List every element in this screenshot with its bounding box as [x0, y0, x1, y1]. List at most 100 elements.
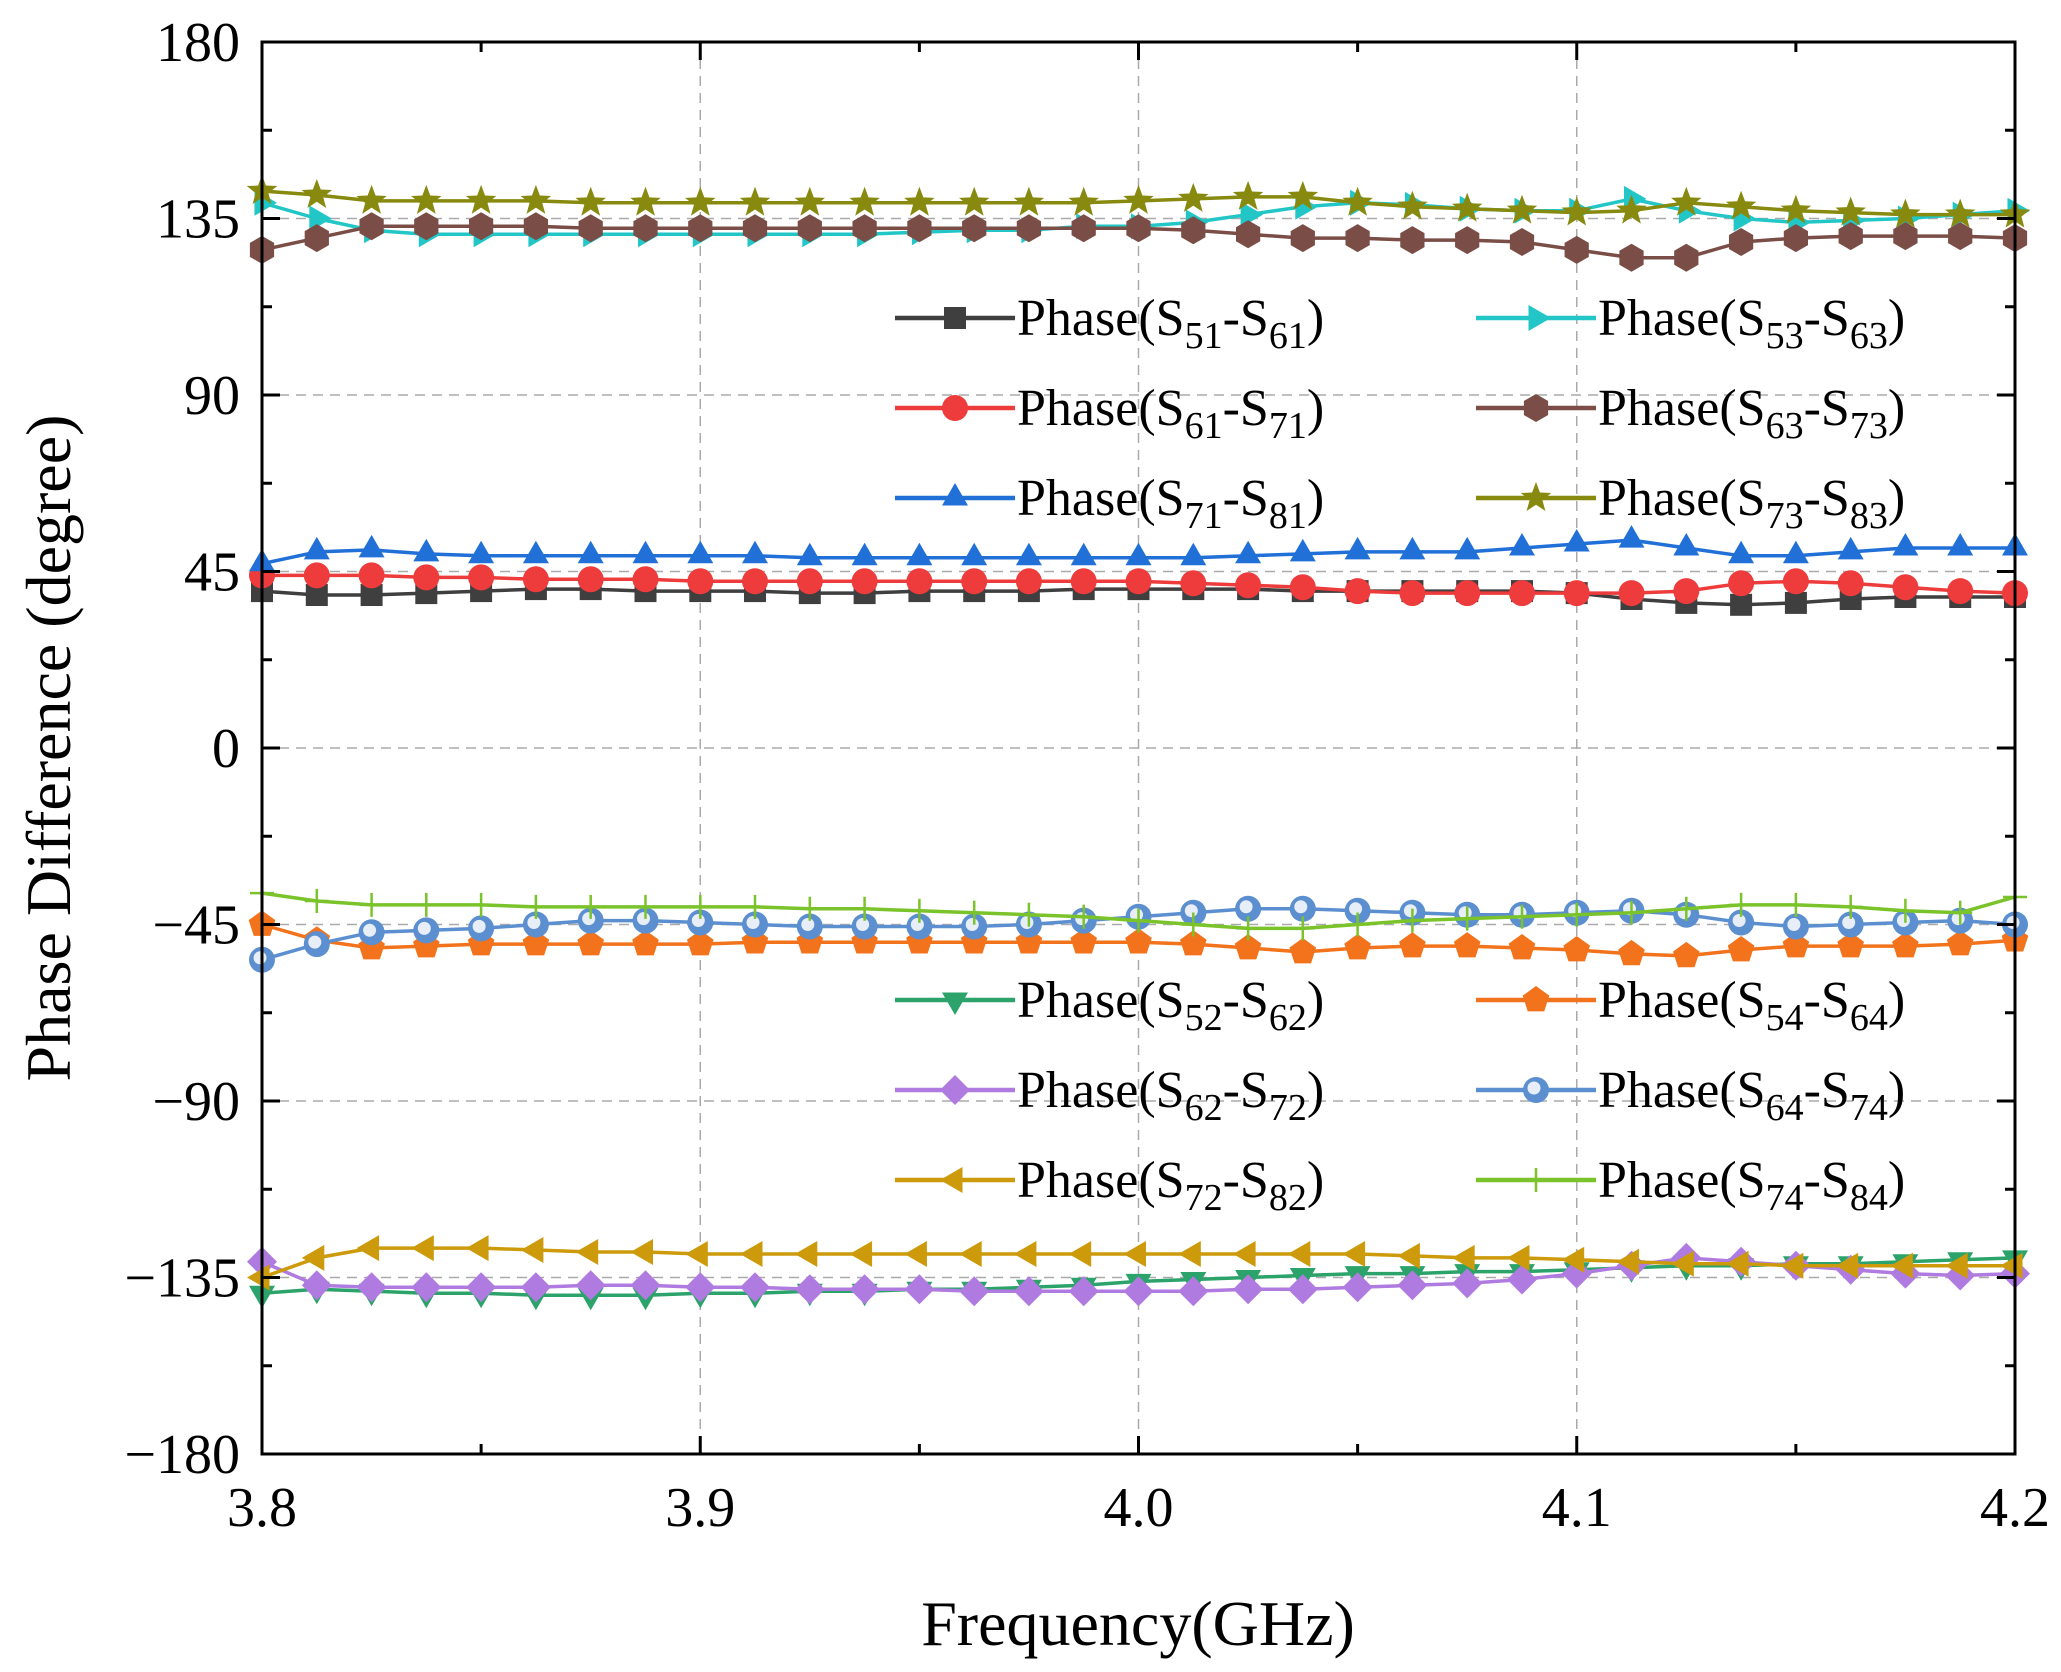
data-point-63-73: [1181, 216, 1206, 245]
data-point-54-64: [1453, 932, 1481, 958]
legend-swatch-marker: [942, 395, 968, 421]
data-point-71-81: [1563, 529, 1590, 552]
data-point-51-61: [1730, 593, 1753, 616]
data-point-54-64: [1618, 939, 1645, 966]
data-point-63-73: [1564, 235, 1589, 264]
data-point-73-83: [1725, 190, 1757, 220]
data-point-71-81: [1070, 542, 1097, 566]
legend-swatch-marker: [1523, 1077, 1549, 1103]
data-point-63-73: [1345, 224, 1370, 253]
data-point-61-71: [687, 568, 714, 595]
data-point-54-64: [577, 930, 605, 956]
data-point-74-84: [1455, 906, 1480, 931]
legend-label: Phase(S72-S82): [1017, 1152, 1324, 1219]
data-point-62-72: [1068, 1276, 1099, 1307]
data-point-61-71: [1235, 572, 1262, 599]
data-point-62-72: [575, 1270, 606, 1301]
data-point-62-72: [1342, 1272, 1373, 1303]
data-point-63-73: [304, 224, 329, 253]
series-63-73: [249, 212, 2028, 272]
data-point-62-72: [685, 1272, 716, 1303]
legend-item-73-83: Phase(S73-S83): [1476, 470, 1905, 537]
data-point-72-82: [849, 1241, 873, 1267]
data-point-61-71: [851, 568, 878, 595]
data-point-62-72: [411, 1272, 442, 1303]
data-point-63-73: [359, 212, 384, 241]
data-point-62-72: [1507, 1264, 1537, 1295]
data-point-61-71: [1782, 568, 1809, 595]
data-point-73-83: [1178, 182, 1209, 212]
data-point-72-82: [1835, 1252, 1859, 1279]
data-point-64-74: [742, 911, 768, 938]
data-point-72-82: [1068, 1241, 1092, 1267]
legend-item-64-74: Phase(S64-S74): [1476, 1062, 1905, 1129]
data-point-63-73: [1290, 224, 1315, 253]
data-point-72-82: [1616, 1248, 1639, 1275]
data-point-74-84: [1071, 904, 1096, 929]
data-point-61-71: [1070, 568, 1097, 595]
data-point-63-73: [742, 214, 768, 243]
data-point-62-72: [1178, 1276, 1209, 1307]
data-point-72-82: [959, 1241, 982, 1267]
data-point-73-83: [1397, 190, 1428, 220]
data-point-63-73: [962, 214, 987, 243]
legend-item-72-82: Phase(S72-S82): [895, 1152, 1324, 1219]
legend-label: Phase(S64-S74): [1598, 1062, 1905, 1129]
data-point-62-72: [740, 1272, 770, 1303]
data-point-63-73: [578, 214, 603, 243]
data-point-74-84: [852, 896, 877, 921]
data-point-61-71: [1125, 568, 1152, 595]
data-point-54-64: [1727, 936, 1755, 962]
data-point-72-82: [1945, 1252, 1968, 1279]
data-point-74-84: [1016, 902, 1041, 927]
data-point-62-72: [794, 1274, 825, 1305]
axes: 3.8 3.9 4.0 4.1 4.2 180 135 90 45 0 −45 −90 −135 −180: [124, 12, 2050, 1539]
data-point-62-72: [301, 1270, 332, 1301]
data-point-73-83: [1013, 186, 1045, 216]
data-point-62-72: [849, 1274, 880, 1305]
data-point-54-64: [686, 930, 714, 956]
data-point-63-73: [907, 214, 932, 243]
data-point-64-74: [1344, 897, 1371, 924]
data-point-54-64: [1289, 938, 1317, 964]
data-point-72-82: [1123, 1241, 1146, 1267]
data-point-71-81: [961, 542, 988, 566]
data-point-71-81: [1399, 536, 1426, 560]
data-point-74-84: [304, 889, 329, 913]
data-point-61-71: [1947, 578, 1974, 605]
data-point-73-83: [1123, 184, 1154, 214]
data-point-74-84: [1948, 900, 1973, 925]
legend-label: Phase(S52-S62): [1017, 972, 1324, 1039]
legend-item-61-71: Phase(S61-S71): [895, 380, 1324, 447]
data-point-74-84: [414, 892, 439, 917]
data-point-51-61: [1784, 591, 1807, 614]
data-point-61-71: [413, 564, 440, 591]
data-point-62-72: [520, 1272, 551, 1303]
data-point-64-74: [1782, 913, 1809, 940]
data-point-71-81: [1015, 542, 1042, 566]
data-point-63-73: [468, 212, 494, 241]
data-point-62-72: [356, 1272, 387, 1303]
data-point-73-83: [794, 186, 826, 216]
data-point-61-71: [1289, 574, 1316, 601]
data-point-63-73: [1948, 222, 1973, 251]
legend-label: Phase(S51-S61): [1017, 290, 1324, 357]
data-point-71-81: [1125, 542, 1152, 566]
data-point-74-84: [469, 892, 494, 917]
series-72-82: [247, 1235, 2023, 1291]
x-tick-label: 3.9: [665, 1477, 735, 1539]
legend-item-71-81: Phase(S71-S81): [895, 470, 1324, 537]
y-tick-label: −180: [124, 1424, 240, 1486]
legend-swatch-marker: [1520, 482, 1552, 511]
legend-swatch-marker: [1524, 1168, 1548, 1192]
series-62-72: [247, 1242, 2030, 1307]
data-point-64-74: [1235, 895, 1262, 922]
data-point-54-64: [632, 930, 659, 956]
data-point-74-84: [633, 894, 658, 919]
legend-lower-right: Phase(S52-S62) Phase(S54-S64) Phase(S62-S7…: [895, 972, 1905, 1219]
data-point-74-84: [1400, 908, 1425, 933]
data-point-71-81: [851, 542, 878, 566]
data-point-74-84: [1181, 912, 1206, 937]
data-point-54-64: [1508, 934, 1536, 960]
series-74-84: [250, 881, 2027, 941]
